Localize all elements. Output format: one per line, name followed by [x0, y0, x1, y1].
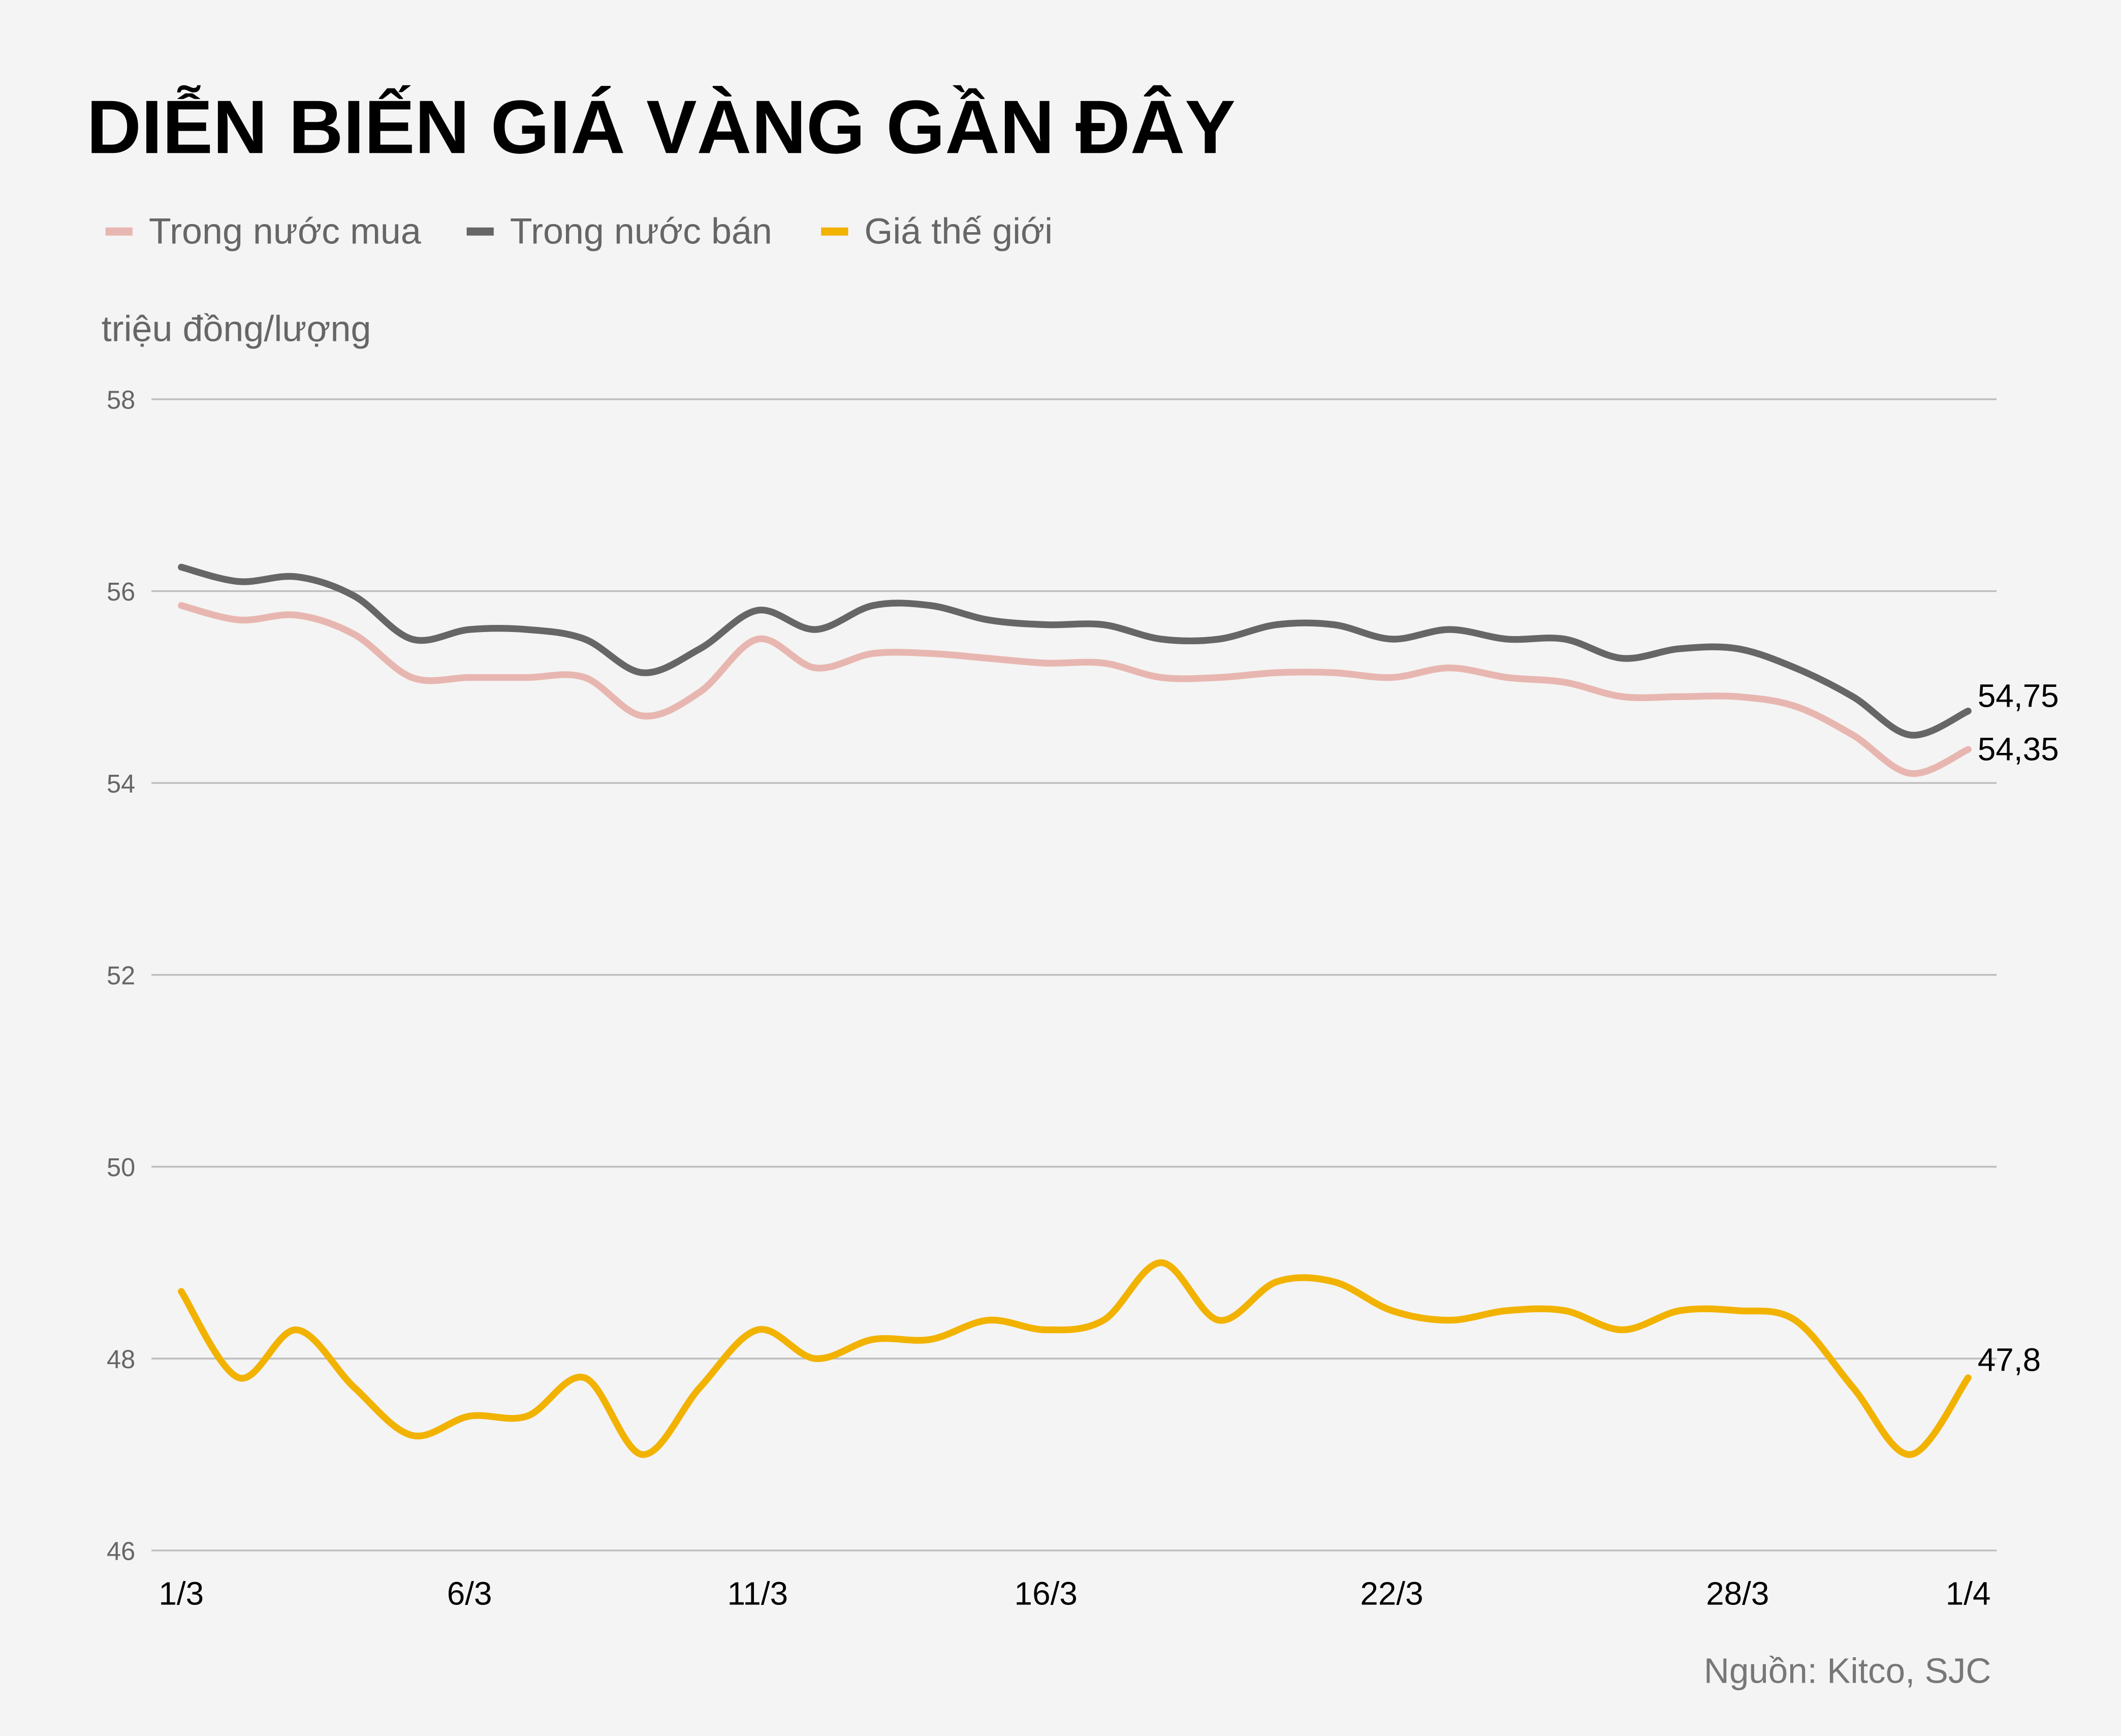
legend-label: Giá thế giới — [864, 211, 1053, 252]
end-value-label: 47,8 — [1978, 1342, 2041, 1378]
source-note: Nguồn: Kitco, SJC — [1704, 1651, 1991, 1691]
legend-label: Trong nước mua — [149, 211, 421, 252]
y-tick-label: 56 — [107, 577, 135, 606]
y-axis-ticks: 46 48 50 52 54 56 58 — [107, 386, 135, 1566]
x-tick-label: 6/3 — [447, 1575, 492, 1612]
x-tick-label: 1/4 — [1946, 1575, 1991, 1612]
y-tick-label: 46 — [107, 1536, 135, 1565]
x-tick-label: 11/3 — [727, 1575, 788, 1612]
y-tick-label: 50 — [107, 1153, 135, 1182]
legend-swatch — [821, 227, 848, 236]
y-tick-label: 52 — [107, 961, 135, 990]
legend-label: Trong nước bán — [510, 211, 772, 252]
end-value-label: 54,35 — [1978, 731, 2059, 767]
legend-swatch — [105, 227, 133, 236]
legend-swatch — [466, 227, 494, 236]
series-line-1 — [178, 602, 1972, 777]
y-tick-label: 54 — [107, 769, 135, 798]
series-line-3 — [178, 1259, 1972, 1458]
gridlines — [151, 398, 1997, 1552]
chart-title: DIỄN BIẾN GIÁ VÀNG GẦN ĐÂY — [86, 84, 1235, 169]
series-line-2 — [178, 563, 1972, 739]
end-value-label: 54,75 — [1978, 678, 2059, 714]
series-lines: 54,35 54,75 47,8 — [178, 563, 2059, 1458]
y-tick-label: 58 — [107, 386, 135, 415]
x-tick-label: 28/3 — [1706, 1575, 1769, 1612]
x-tick-label: 16/3 — [1015, 1575, 1078, 1612]
y-axis-unit: triệu đồng/lượng — [102, 308, 371, 349]
legend: Trong nước mua Trong nước bán Giá thế giới — [105, 211, 1053, 252]
x-tick-label: 1/3 — [159, 1575, 204, 1612]
x-axis-ticks: 1/3 6/3 11/3 16/3 22/3 28/3 1/4 — [159, 1575, 1990, 1612]
x-tick-label: 22/3 — [1360, 1575, 1423, 1612]
y-tick-label: 48 — [107, 1345, 135, 1374]
